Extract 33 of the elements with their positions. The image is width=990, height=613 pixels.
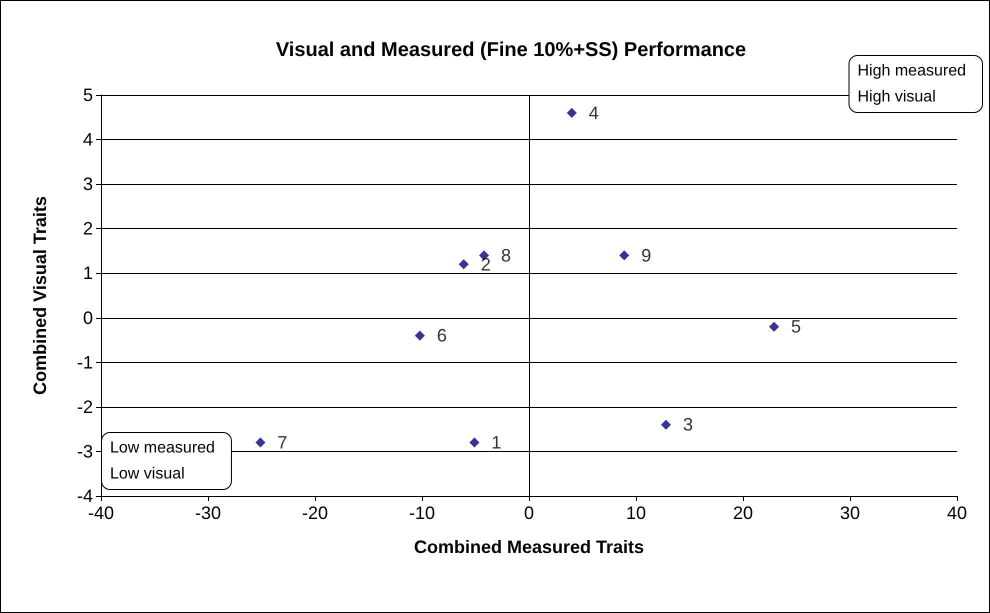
x-tick-label: -10: [408, 503, 436, 523]
x-tick-label: -30: [194, 503, 222, 523]
x-tick-label: -40: [88, 503, 114, 523]
series-label: 6: [436, 326, 447, 346]
series-label: 4: [588, 102, 599, 123]
x-axis-title: Combined Measured Traits: [414, 537, 644, 557]
series-label: 7: [277, 432, 288, 453]
y-tick-label: 2: [82, 218, 93, 239]
chart-title: Visual and Measured (Fine 10%+SS) Performance: [276, 39, 746, 61]
series-label: 9: [641, 245, 652, 266]
y-tick-label: -1: [76, 352, 93, 372]
series-label: 1: [491, 432, 502, 453]
annotation: High measured High visual: [858, 62, 966, 106]
y-tick-label: -2: [76, 396, 93, 417]
x-tick-label: 0: [524, 503, 534, 523]
y-tick-label: -3: [76, 441, 93, 462]
x-tick-label: 20: [732, 503, 754, 523]
series-label: 8: [501, 245, 512, 266]
y-tick-label: -4: [76, 486, 93, 506]
y-tick-label: 0: [82, 308, 93, 328]
y-tick-label: 5: [82, 85, 93, 105]
x-tick-label: 40: [946, 503, 968, 523]
annotation: Low measured Low visual: [110, 440, 215, 482]
y-tick-label: 4: [82, 130, 93, 150]
series-label: 5: [791, 316, 802, 337]
series-label: 3: [682, 414, 693, 435]
x-tick-label: -20: [302, 503, 328, 523]
x-tick-label: 30: [840, 503, 860, 523]
series-label: 2: [480, 254, 491, 274]
y-axis-title: Combined Visual Traits: [30, 196, 50, 395]
x-tick-label: 10: [626, 503, 646, 523]
y-tick-label: 3: [82, 174, 93, 194]
y-tick-label: 1: [82, 263, 93, 284]
